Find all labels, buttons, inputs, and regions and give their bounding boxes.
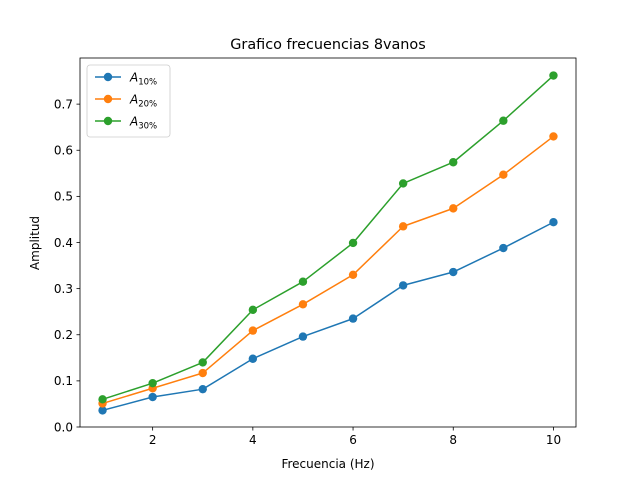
- data-point: [98, 395, 107, 404]
- data-point: [198, 358, 207, 367]
- x-tick-label: 10: [546, 433, 561, 447]
- data-point: [98, 406, 107, 415]
- data-point: [398, 222, 408, 231]
- y-tick-label: 0.5: [54, 190, 73, 204]
- legend-box: [86, 64, 171, 138]
- legend: A10% A20% A30%: [86, 64, 171, 138]
- legend-label: A20%: [129, 93, 157, 110]
- y-tick-label: 0.2: [54, 328, 73, 342]
- data-point: [148, 392, 157, 402]
- x-axis-ticks: 2 4 6 8 10: [149, 427, 561, 447]
- data-point: [248, 305, 258, 315]
- series-line-10pct: [101, 221, 555, 412]
- data-point: [298, 300, 308, 309]
- y-tick-label: 0.6: [54, 144, 73, 158]
- y-tick-label: 0.7: [54, 97, 73, 111]
- y-tick-label: 0.4: [54, 236, 73, 250]
- data-point: [549, 218, 558, 227]
- data-point: [449, 158, 458, 167]
- data-point: [248, 326, 258, 335]
- legend-marker: [103, 94, 113, 104]
- x-tick-label: 8: [449, 433, 457, 447]
- chart-title: Grafico frecuencias 8vanos: [230, 37, 425, 53]
- y-axis-ticks: 0.0 0.1 0.2 0.3 0.4 0.5 0.6 0.7: [54, 97, 80, 434]
- data-point: [549, 71, 558, 80]
- legend-label: A10%: [129, 71, 157, 88]
- data-point: [499, 243, 508, 253]
- legend-label: A30%: [129, 115, 157, 132]
- data-point: [348, 270, 358, 279]
- data-point: [499, 170, 508, 179]
- y-tick-label: 0.0: [54, 420, 73, 434]
- data-point: [248, 354, 258, 363]
- data-point: [449, 267, 458, 277]
- data-point: [148, 378, 157, 388]
- data-point: [398, 281, 408, 290]
- y-tick-label: 0.1: [54, 374, 73, 388]
- legend-marker: [103, 116, 113, 126]
- legend-marker: [103, 72, 113, 82]
- series-line-30pct: [101, 74, 555, 401]
- x-tick-label: 4: [249, 433, 257, 447]
- x-tick-label: 2: [149, 433, 157, 447]
- data-point: [298, 277, 308, 286]
- data-point: [198, 384, 207, 394]
- data-point: [198, 368, 207, 378]
- y-axis-label: Amplitud: [28, 216, 42, 270]
- series-line-20pct: [101, 135, 555, 405]
- data-point: [298, 332, 308, 341]
- y-tick-label: 0.3: [54, 282, 73, 296]
- data-point: [348, 238, 358, 248]
- x-axis-label: Frecuencia (Hz): [281, 457, 374, 471]
- data-point: [499, 116, 508, 125]
- data-point: [398, 179, 408, 188]
- data-point: [549, 132, 558, 141]
- data-point: [449, 204, 458, 213]
- data-point: [348, 314, 358, 323]
- x-tick-label: 6: [349, 433, 357, 447]
